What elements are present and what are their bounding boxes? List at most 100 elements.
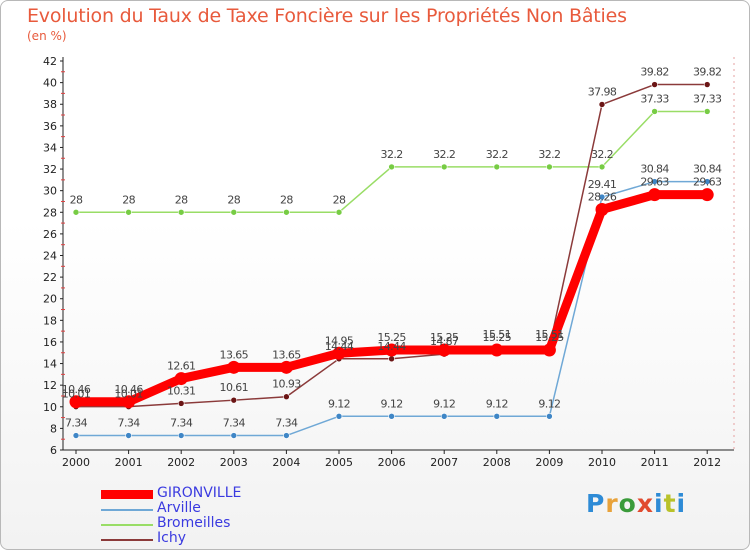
x-tick-label: 2006 [378, 456, 406, 469]
data-point-arville [230, 432, 238, 439]
data-label-bromeilles: 28 [280, 193, 293, 206]
data-label-arville: 29.41 [588, 178, 617, 191]
data-point-ichy [388, 355, 395, 363]
data-point-ichy [177, 400, 185, 407]
x-tick-label: 2010 [588, 456, 616, 469]
data-label-ichy: 15.51 [483, 328, 512, 341]
legend-label-ichy: Ichy [157, 530, 186, 546]
x-tick-label: 2000 [62, 456, 90, 469]
data-point-arville [335, 412, 343, 420]
chart-unit-label: (en %) [27, 29, 67, 43]
data-label-arville: 9.12 [433, 397, 455, 410]
y-tick-label: 28 [43, 206, 57, 219]
legend-label-bromeilles: Bromeilles [157, 515, 231, 531]
y-tick-label: 10 [43, 401, 57, 414]
y-tick-label: 36 [43, 120, 57, 133]
logo-letter: x [636, 489, 654, 518]
data-label-bromeilles: 37.33 [693, 92, 722, 105]
legend-swatch-arville [101, 509, 153, 511]
data-point-arville [125, 432, 132, 439]
data-label-gironville: 12.61 [167, 360, 196, 373]
data-point-gironville [227, 360, 241, 374]
legend-swatch-bromeilles [101, 524, 153, 526]
data-point-bromeilles [230, 208, 238, 216]
logo-letter: o [618, 489, 637, 518]
data-label-gironville: 10.46 [62, 383, 91, 396]
data-point-arville [440, 412, 448, 420]
data-point-bromeilles [493, 163, 501, 171]
x-tick-label: 2012 [693, 456, 721, 469]
data-label-bromeilles: 28 [333, 193, 346, 206]
data-label-arville: 30.84 [640, 163, 669, 176]
data-label-ichy: 14.44 [325, 340, 354, 353]
data-label-ichy: 10.31 [167, 384, 196, 397]
y-tick-label: 8 [50, 422, 57, 435]
data-point-arville [651, 178, 658, 185]
data-point-bromeilles [703, 108, 711, 115]
data-label-ichy: 10.61 [220, 381, 249, 394]
data-point-bromeilles [440, 163, 448, 171]
data-label-gironville: 15.25 [430, 331, 459, 344]
data-label-gironville: 14.95 [325, 334, 354, 347]
logo-letter: P [586, 489, 606, 518]
data-label-bromeilles: 28 [227, 193, 240, 206]
data-point-bromeilles [72, 208, 80, 216]
x-tick-label: 2003 [220, 456, 248, 469]
data-point-arville [598, 193, 606, 201]
data-point-gironville [542, 343, 556, 357]
data-label-bromeilles: 32.2 [486, 148, 508, 161]
data-point-ichy [598, 101, 606, 108]
data-point-ichy [703, 81, 711, 88]
logo-letter: r [605, 489, 619, 518]
data-label-arville: 7.34 [65, 417, 88, 430]
data-point-arville [72, 432, 80, 439]
data-point-gironville [174, 372, 188, 386]
data-label-bromeilles: 32.2 [433, 148, 455, 161]
data-point-bromeilles [125, 208, 132, 216]
data-point-gironville [385, 343, 399, 357]
data-label-ichy: 14.87 [430, 335, 459, 348]
data-point-gironville [122, 395, 136, 409]
data-point-arville [703, 178, 711, 185]
chart-title: Evolution du Taux de Taxe Foncière sur l… [27, 5, 627, 27]
data-point-gironville [279, 360, 293, 374]
data-label-arville: 7.34 [118, 417, 141, 430]
data-point-ichy [651, 81, 658, 88]
x-tick-label: 2004 [272, 456, 300, 469]
logo-letter: i [654, 489, 664, 518]
data-label-gironville: 28.26 [588, 190, 617, 203]
y-tick-label: 32 [43, 163, 57, 176]
data-point-gironville [595, 202, 609, 216]
y-tick-label: 22 [43, 271, 57, 284]
data-point-gironville [700, 188, 714, 202]
data-label-gironville: 29.63 [693, 176, 722, 189]
data-label-ichy: 39.82 [640, 66, 669, 79]
legend-label-arville: Arville [157, 500, 201, 516]
data-point-gironville [332, 346, 346, 360]
y-tick-label: 16 [43, 336, 57, 349]
data-label-ichy: 39.82 [693, 66, 722, 79]
data-label-gironville: 13.65 [220, 348, 249, 361]
data-point-bromeilles [546, 163, 553, 171]
data-label-arville: 30.84 [693, 163, 722, 176]
data-label-ichy: 37.98 [588, 85, 617, 98]
x-tick-label: 2011 [641, 456, 669, 469]
x-tick-label: 2008 [483, 456, 511, 469]
legend-label-gironville: GIRONVILLE [157, 485, 242, 501]
data-label-gironville: 15.25 [377, 331, 406, 344]
data-point-ichy [283, 393, 290, 401]
y-tick-label: 34 [43, 141, 57, 154]
y-tick-label: 14 [43, 358, 57, 371]
y-tick-label: 20 [43, 293, 57, 306]
data-label-gironville: 15.25 [483, 331, 512, 344]
data-label-bromeilles: 32.2 [538, 148, 560, 161]
data-point-bromeilles [177, 208, 185, 216]
data-label-ichy: 10.01 [114, 388, 143, 401]
data-point-arville [388, 412, 395, 420]
data-label-arville: 9.12 [328, 397, 350, 410]
logo-letter: i [676, 489, 687, 518]
y-tick-label: 24 [43, 250, 57, 263]
y-tick-label: 40 [43, 77, 57, 90]
data-point-bromeilles [335, 208, 343, 216]
